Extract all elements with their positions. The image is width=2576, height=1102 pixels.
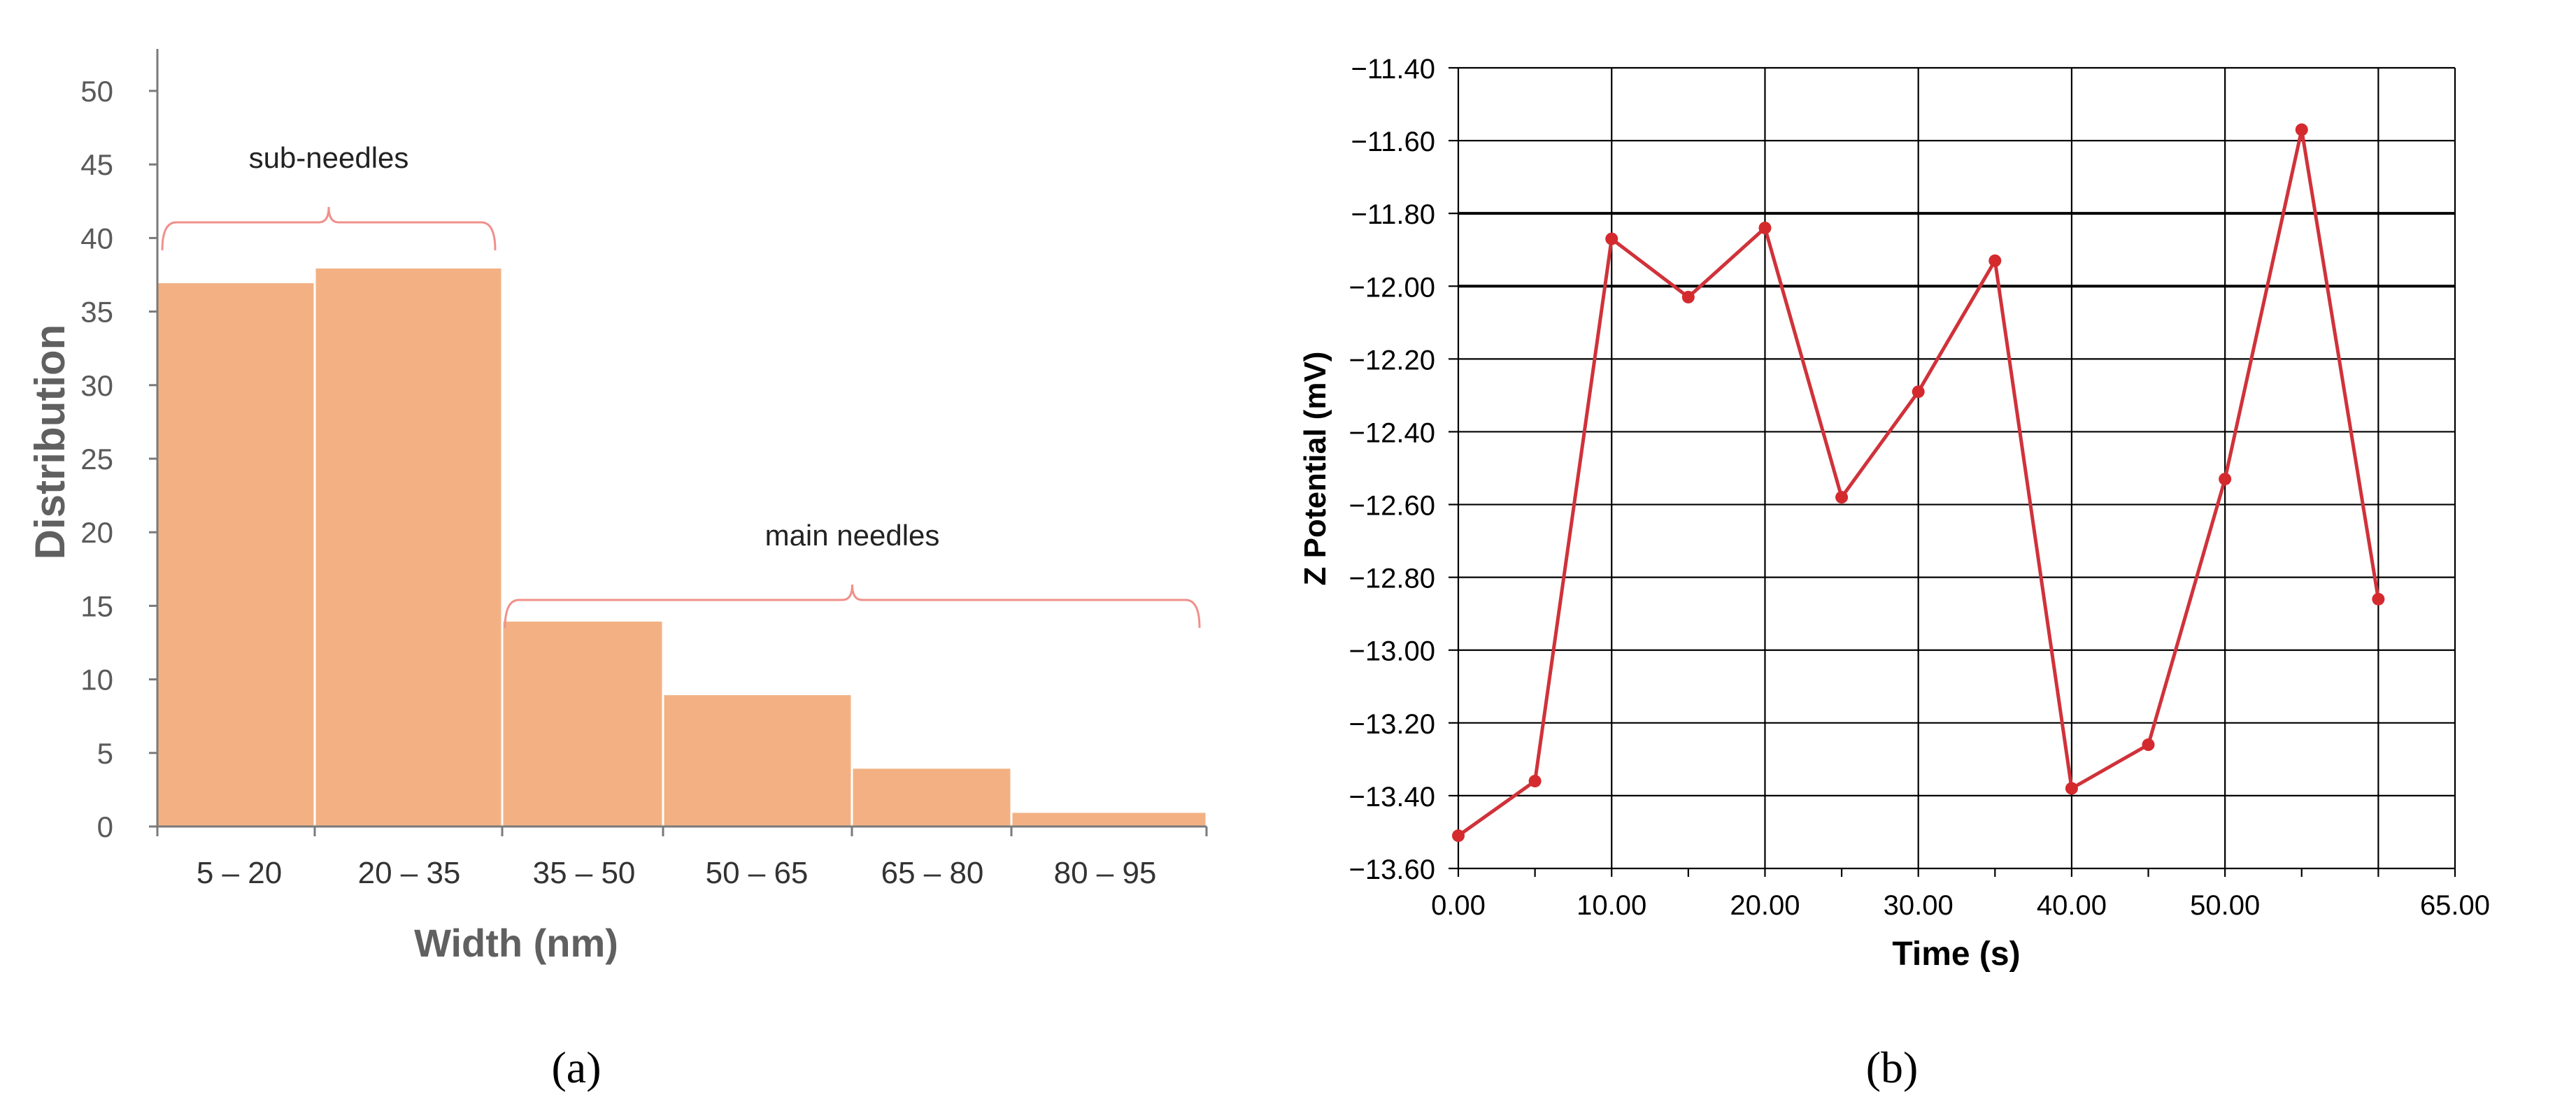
x-tick-label: 50 – 65 (706, 856, 809, 890)
y-tick-label: −12.40 (1349, 417, 1435, 448)
bar-6 (1010, 810, 1208, 828)
y-tick-label: 35 (80, 296, 113, 329)
x-axis-title: Width (nm) (414, 921, 618, 965)
panel-a-label: (a) (551, 1043, 601, 1092)
y-tick-label: 30 (80, 369, 113, 402)
data-point (1452, 829, 1465, 843)
y-tick-label: 45 (80, 148, 113, 181)
data-point (2372, 592, 2385, 606)
y-tick-label: −11.60 (1351, 127, 1436, 157)
y-tick-label: 15 (80, 589, 113, 622)
y-tick-label: −12.20 (1349, 345, 1435, 375)
y-tick-label: −12.80 (1349, 564, 1435, 594)
x-tick-label: 5 – 20 (197, 856, 282, 890)
bar-3 (501, 619, 664, 828)
bar-2 (313, 266, 504, 828)
y-axis-title: Distribution (27, 324, 73, 560)
y-tick-label: 40 (80, 222, 113, 255)
data-point (2295, 123, 2308, 136)
panel-a-histogram: 0 5 10 15 20 25 30 35 40 45 50 5 – 20 20 – 35 35 – 50… (27, 49, 1208, 965)
panel-b-line-chart: −11.40 −11.60 −11.80 −12.00 −12.20 −12.40 −12.… (1298, 54, 2490, 973)
x-axis-title: Time (s) (1892, 936, 2020, 973)
data-point (2219, 473, 2232, 486)
bar-4 (662, 693, 853, 828)
y-tick-label: −11.40 (1351, 54, 1436, 85)
bracket-2 (504, 584, 1201, 629)
x-tick-label: 40.00 (2037, 890, 2107, 921)
x-tick-label: 20.00 (1730, 890, 1800, 921)
x-tick-label: 65 – 80 (881, 856, 984, 890)
bar-5 (851, 766, 1013, 828)
x-tick-label: 35 – 50 (533, 856, 636, 890)
data-point (2142, 738, 2155, 752)
x-tick-label: 0.00 (1431, 890, 1486, 921)
y-tick-label: 5 (97, 737, 113, 770)
bracket-1 (161, 206, 497, 251)
bracket-label: main needles (765, 519, 940, 552)
x-tick-label: 50.00 (2190, 890, 2260, 921)
data-point (1528, 775, 1542, 788)
x-tick-label: 80 – 95 (1054, 856, 1157, 890)
x-tick-label: 20 – 35 (358, 856, 461, 890)
y-tick-label: 50 (80, 75, 113, 108)
y-tick-label: −13.40 (1349, 782, 1435, 813)
data-point (1605, 232, 1618, 245)
x-tick-label: 30.00 (1884, 890, 1954, 921)
bracket-label: sub-needles (249, 141, 409, 174)
y-axis-title: Z Potential (mV) (1298, 352, 1332, 586)
x-tick-label: 10.00 (1577, 890, 1646, 921)
bar-1 (156, 281, 316, 828)
data-point (1988, 254, 2002, 267)
data-point (1758, 222, 1772, 234)
y-tick-label: 10 (80, 664, 113, 696)
y-tick-label: −13.60 (1349, 854, 1435, 885)
x-tick-label: 65.00 (2420, 890, 2490, 921)
data-point (1681, 290, 1695, 303)
data-point (1912, 385, 1925, 399)
y-tick-label: 0 (97, 810, 113, 843)
data-point (2065, 782, 2078, 795)
y-tick-label: −11.80 (1351, 199, 1436, 230)
y-tick-label: −12.60 (1349, 491, 1435, 522)
data-point (1835, 491, 1849, 504)
panel-b-label: (b) (1866, 1043, 1919, 1092)
y-tick-label: −13.00 (1349, 636, 1435, 667)
y-tick-label: 20 (80, 516, 113, 549)
y-tick-label: −13.20 (1349, 709, 1435, 740)
y-tick-label: 25 (80, 443, 113, 475)
y-tick-label: −12.00 (1349, 272, 1435, 303)
